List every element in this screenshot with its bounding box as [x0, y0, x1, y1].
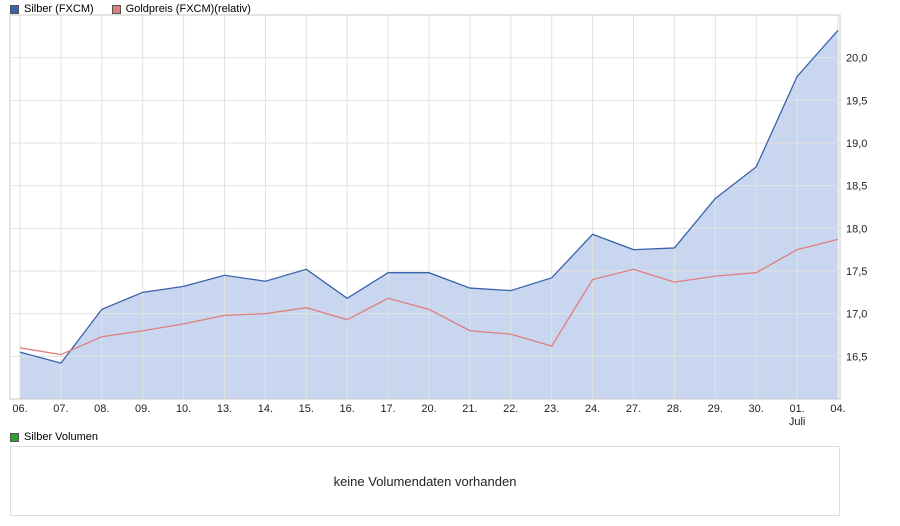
- x-tick-label: 14.: [258, 403, 273, 415]
- x-tick-label: 22.: [503, 403, 518, 415]
- gold-swatch: [111, 4, 121, 14]
- x-tick-label: 07.: [53, 403, 68, 415]
- x-tick-label: 13.: [217, 403, 232, 415]
- x-tick-label: 10.: [176, 403, 191, 415]
- y-tick-label: 19,5: [846, 95, 867, 107]
- gold-line: [19, 238, 839, 356]
- x-tick-label: 15.: [299, 403, 314, 415]
- x-tick-label: 17.: [380, 403, 395, 415]
- x-tick-label: 04.: [830, 403, 845, 415]
- x-tick-label: 24.: [585, 403, 600, 415]
- x-tick-label: 21.: [462, 403, 477, 415]
- x-tick-label: 09.: [135, 403, 150, 415]
- y-tick-label: 19,0: [846, 138, 867, 150]
- x-tick-label: 16.: [340, 403, 355, 415]
- legend-item-goldpreis: Goldpreis (FXCM)(relativ): [111, 3, 251, 15]
- x-tick-label: 30.: [749, 403, 764, 415]
- volume-panel: keine Volumendaten vorhanden: [10, 446, 840, 516]
- x-tick-label: 29.: [708, 403, 723, 415]
- x-tick-label: 28.: [667, 403, 682, 415]
- volume-legend: Silber Volumen: [10, 431, 98, 443]
- legend-label-silber: Silber (FXCM): [24, 3, 94, 15]
- x-tick-label: 08.: [94, 403, 109, 415]
- plot-border: [9, 14, 841, 400]
- price-chart[interactable]: 16,5 17,0 17,5 18,0 18,5 19,0 19,5 20,0 06. 07. 08…: [0, 14, 900, 430]
- y-tick-label: 18,0: [846, 223, 867, 235]
- y-tick-label: 17,0: [846, 309, 867, 321]
- x-sub-label: Juli: [789, 416, 806, 428]
- x-tick-label: 20.: [421, 403, 436, 415]
- x-tick-label: 01.: [789, 403, 804, 415]
- y-tick-label: 17,5: [846, 266, 867, 278]
- y-tick-label: 16,5: [846, 351, 867, 363]
- y-tick-label: 20,0: [846, 53, 867, 65]
- volume-message: keine Volumendaten vorhanden: [333, 473, 517, 489]
- legend-label-goldpreis: Goldpreis (FXCM)(relativ): [125, 3, 251, 15]
- y-tick-label: 18,5: [846, 181, 867, 193]
- price-chart-svg[interactable]: 16,5 17,0 17,5 18,0 18,5 19,0 19,5 20,0 06. 07. 08…: [0, 14, 900, 430]
- volume-swatch: [10, 432, 19, 442]
- top-legend: Silber (FXCM) Goldpreis (FXCM)(relativ): [10, 3, 251, 15]
- x-tick-label: 23.: [544, 403, 559, 415]
- x-tick-label: 27.: [626, 403, 641, 415]
- silver-swatch: [10, 4, 19, 14]
- silver-line: [19, 29, 839, 364]
- x-tick-label: 06.: [12, 403, 27, 415]
- legend-item-silber: Silber (FXCM): [10, 3, 94, 15]
- volume-legend-label: Silber Volumen: [24, 431, 98, 443]
